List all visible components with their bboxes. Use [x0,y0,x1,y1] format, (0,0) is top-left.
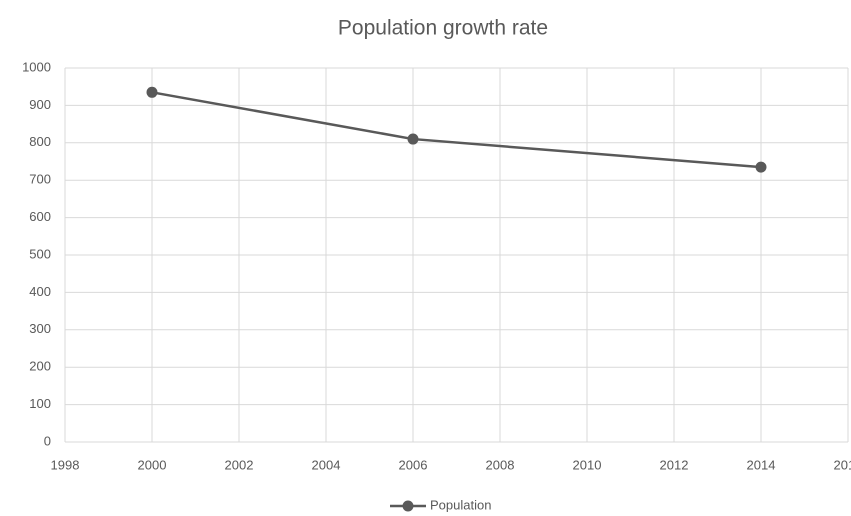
y-tick-label: 400 [29,284,51,299]
chart-title: Population growth rate [338,17,548,40]
x-tick-label: 2008 [486,457,515,472]
y-tick-label: 1000 [22,59,51,74]
y-tick-label: 300 [29,321,51,336]
data-point [146,86,158,98]
x-tick-label: 2006 [399,457,428,472]
y-tick-label: 900 [29,97,51,112]
series-line [151,91,762,169]
x-tick-label: 2016 [834,457,851,472]
y-tick-label: 600 [29,209,51,224]
data-point [755,161,767,173]
x-tick-label: 2002 [225,457,254,472]
x-tick-label: 2000 [138,457,167,472]
legend-marker [402,500,414,512]
x-tick-label: 1998 [51,457,80,472]
y-tick-label: 700 [29,172,51,187]
y-tick-label: 800 [29,134,51,149]
data-point [407,133,419,145]
y-tick-label: 0 [44,433,51,448]
legend-label: Population [430,497,491,512]
y-tick-label: 200 [29,359,51,374]
x-tick-label: 2004 [312,457,341,472]
x-tick-label: 2010 [573,457,602,472]
y-tick-label: 100 [29,396,51,411]
x-tick-label: 2014 [747,457,776,472]
y-tick-label: 500 [29,246,51,261]
x-tick-label: 2012 [660,457,689,472]
